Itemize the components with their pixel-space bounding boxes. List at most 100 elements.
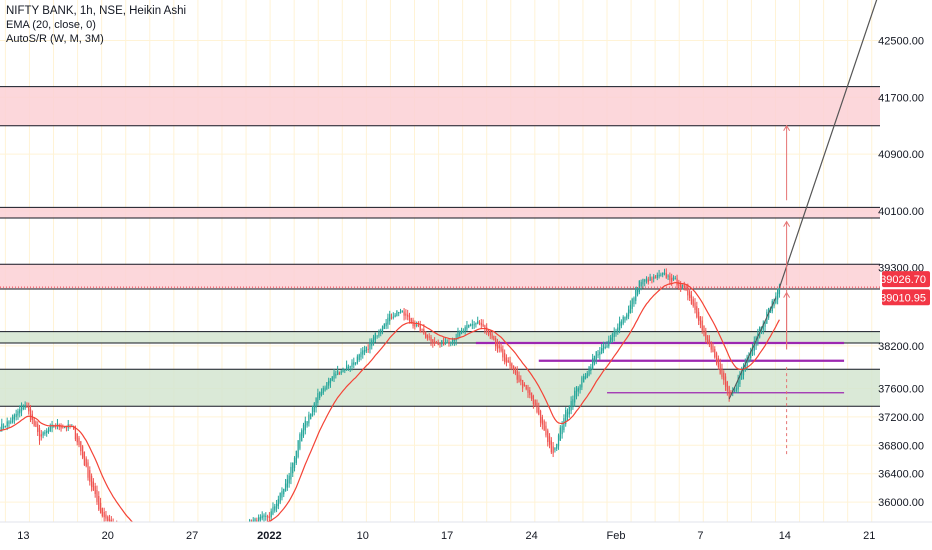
candle xyxy=(651,276,653,284)
candle xyxy=(275,499,278,513)
candle-body xyxy=(597,354,599,356)
candle xyxy=(690,290,693,305)
candle xyxy=(432,339,434,348)
candle-body xyxy=(622,316,624,324)
candle-body xyxy=(378,331,380,336)
candle-body xyxy=(19,409,21,414)
candle xyxy=(396,310,398,317)
candle xyxy=(442,337,445,346)
candle xyxy=(611,332,614,343)
candle xyxy=(644,278,646,287)
candle-body xyxy=(694,302,696,310)
candle-body xyxy=(444,342,447,344)
x-tick-label: 10 xyxy=(357,530,369,542)
candle xyxy=(365,346,367,353)
candle-body xyxy=(534,399,536,406)
candle xyxy=(416,321,418,328)
candle-body xyxy=(656,274,658,278)
candle-body xyxy=(762,323,764,330)
candle xyxy=(547,428,549,447)
candle-body xyxy=(259,516,262,520)
candle-body xyxy=(699,316,702,325)
candle-body xyxy=(724,376,727,387)
y-tick-label: 40100.00 xyxy=(878,206,924,218)
candle xyxy=(288,472,290,488)
candle xyxy=(78,435,80,448)
candle xyxy=(575,386,578,400)
candle xyxy=(701,316,703,334)
candle-body xyxy=(773,300,775,307)
candle-body xyxy=(288,475,290,484)
candle-body xyxy=(387,317,389,325)
candle xyxy=(392,312,394,320)
candle-body xyxy=(261,515,263,519)
candle-body xyxy=(692,299,694,306)
candle xyxy=(703,325,705,337)
candle xyxy=(477,316,479,325)
candle xyxy=(737,374,739,394)
candle-body xyxy=(618,321,621,330)
support-zone-3 xyxy=(0,331,880,344)
candle-body xyxy=(460,330,463,334)
candle-body xyxy=(430,336,432,342)
candle-body xyxy=(471,324,473,326)
candle xyxy=(667,274,669,280)
candle xyxy=(15,409,17,421)
candle-body xyxy=(83,451,86,466)
candle xyxy=(385,318,387,330)
candle xyxy=(726,380,728,396)
candle xyxy=(419,320,421,333)
candle xyxy=(669,272,671,285)
candle xyxy=(448,338,450,347)
candle xyxy=(469,323,472,327)
candle-body xyxy=(588,366,590,376)
candle-body xyxy=(556,443,558,449)
candle-body xyxy=(583,375,585,383)
candle-body xyxy=(750,351,752,359)
candle-body xyxy=(615,330,617,335)
candle xyxy=(570,396,572,415)
candle-body xyxy=(599,351,601,355)
candle-body xyxy=(26,406,28,408)
candle xyxy=(450,341,452,347)
resistance-zone-0 xyxy=(0,86,880,126)
candle-body xyxy=(525,384,527,390)
candle-body xyxy=(642,279,644,285)
legend-title[interactable]: NIFTY BANK, 1h, NSE, Heikin Ashi xyxy=(6,5,187,17)
candle xyxy=(328,377,330,389)
candle-body xyxy=(107,516,109,521)
candle-body xyxy=(65,427,68,429)
candle xyxy=(534,399,536,407)
candle-body xyxy=(275,503,278,509)
candle-body xyxy=(627,309,630,317)
candle-body xyxy=(105,514,107,519)
legend-ema[interactable]: EMA (20, close, 0) xyxy=(6,19,96,31)
legend-autosr[interactable]: AutoS/R (W, M, 3M) xyxy=(6,33,104,45)
candle-body xyxy=(753,340,755,351)
candle xyxy=(728,385,730,402)
candle-body xyxy=(489,331,491,336)
candle-body xyxy=(419,325,421,333)
candle-body xyxy=(290,466,292,480)
candle-body xyxy=(536,402,538,413)
candle-body xyxy=(451,339,454,343)
candle-body xyxy=(606,345,608,348)
candle xyxy=(608,335,610,349)
candle-body xyxy=(390,317,393,319)
candle xyxy=(665,268,667,279)
candle-body xyxy=(671,277,673,282)
candle xyxy=(22,404,24,411)
candle-body xyxy=(635,288,637,301)
candle xyxy=(464,325,466,335)
candle-body xyxy=(383,323,385,329)
candle xyxy=(270,508,272,521)
candle xyxy=(459,330,461,339)
candle-body xyxy=(495,338,497,347)
candle xyxy=(29,405,32,423)
candle-body xyxy=(408,315,411,321)
candle-body xyxy=(665,273,667,278)
candle xyxy=(367,344,369,353)
candle xyxy=(777,288,779,305)
candle xyxy=(398,311,400,317)
